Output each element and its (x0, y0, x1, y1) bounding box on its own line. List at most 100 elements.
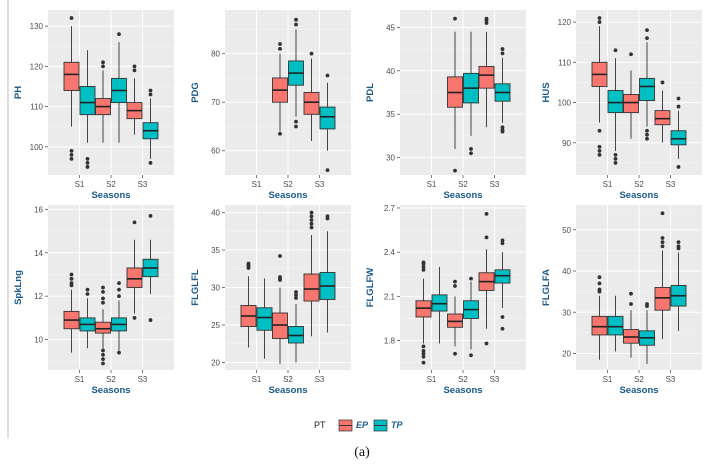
box-s2-tp (111, 281, 127, 355)
box-s3-tp (670, 240, 687, 331)
x-tick-label: S3 (490, 180, 500, 189)
box-s3-tp (319, 214, 336, 333)
outlier-point (278, 278, 282, 282)
y-tick-label: 35 (386, 110, 395, 119)
box-iqr (303, 273, 320, 302)
box-iqr (256, 307, 273, 331)
outlier-point (85, 165, 90, 169)
x-tick-label: S2 (458, 180, 468, 189)
y-tick-label: 20 (562, 350, 571, 359)
x-tick-label: S1 (75, 180, 85, 189)
box-s1-ep (591, 16, 608, 157)
box-s3-tp (142, 213, 159, 322)
box-iqr (654, 287, 671, 311)
x-tick-label: S3 (666, 180, 676, 189)
y-tick-label: 50 (562, 226, 571, 235)
box-s2-ep (447, 16, 463, 173)
panel-spklng: 10 12 14 16 S1 S2 S3 Seasons SpkLng (13, 205, 174, 396)
legend: PT EP TP (314, 419, 403, 432)
y-tick-label: 14 (34, 249, 43, 258)
panel-flglfa: 20 30 40 50 S1 S2 S3 Seasons FLGLFA (541, 205, 702, 396)
box-s1-ep (415, 260, 432, 365)
legend-label-tp: TP (391, 420, 403, 430)
y-tick-label: 120 (558, 18, 572, 27)
x-tick-label: S3 (315, 375, 325, 384)
y-tick-label: 2.7 (384, 204, 396, 213)
outlier-point (117, 350, 121, 355)
box-iqr (303, 92, 320, 115)
outlier-point (101, 357, 105, 362)
box-s1-tp (256, 278, 273, 359)
outlier-point (309, 221, 314, 226)
box-iqr (639, 77, 655, 101)
outlier-point (132, 220, 137, 225)
box-s2-tp (639, 302, 655, 364)
outlier-point (629, 52, 633, 57)
outlier-point (148, 161, 153, 165)
outlier-point (484, 211, 489, 216)
box-iqr (591, 315, 608, 336)
box-iqr (95, 321, 111, 334)
outlier-point (597, 128, 602, 133)
y-tick-label: 60 (211, 147, 220, 156)
panels-layer: 100 110 120 130 S1 S2 S3 Seasons PH 60 70 80 S1 S2 S3 S… (13, 10, 702, 396)
outlier-point (613, 48, 618, 53)
outlier-point (294, 296, 298, 300)
outlier-point (246, 266, 251, 270)
x-axis-title: Seasons (443, 385, 482, 396)
box-iqr (126, 267, 143, 288)
outlier-point (597, 16, 602, 20)
x-tick-label: S3 (315, 180, 325, 189)
box-s3-ep (303, 51, 320, 142)
y-axis-title: PDG (190, 82, 201, 103)
outlier-point (101, 296, 105, 301)
y-tick-label: 40 (211, 209, 220, 218)
box-iqr (79, 86, 96, 116)
outlier-point (85, 157, 90, 161)
panel-flglfl: 20 25 30 35 40 S1 S2 S3 Seasons FLGLFL (190, 205, 351, 396)
box-iqr (607, 90, 624, 114)
x-axis-title: Seasons (268, 190, 307, 201)
outlier-point (629, 291, 633, 296)
y-tick-label: 110 (30, 103, 43, 112)
outlier-point (69, 16, 74, 20)
x-tick-label: S2 (634, 375, 644, 384)
box-s3-ep (478, 211, 495, 346)
box-s2-tp (463, 276, 479, 358)
x-axis-title: Seasons (443, 190, 482, 201)
outlier-point (325, 73, 330, 78)
y-tick-label: 70 (211, 98, 220, 107)
outlier-point (117, 287, 121, 292)
outlier-point (325, 216, 330, 221)
box-s1-tp (79, 50, 96, 169)
outlier-point (597, 275, 602, 280)
outlier-point (676, 104, 681, 109)
box-iqr (63, 61, 80, 91)
outlier-point (294, 290, 298, 294)
box-s3-ep (303, 210, 320, 337)
box-s1-tp (607, 48, 624, 165)
box-s1-tp (431, 266, 448, 344)
y-tick-label: 12 (34, 292, 43, 301)
x-axis-title: Seasons (91, 385, 130, 396)
figure-caption: (a) (354, 445, 370, 460)
box-s2-tp (463, 31, 479, 156)
x-axis-title: Seasons (619, 385, 658, 396)
y-tick-label: 90 (562, 139, 571, 148)
outlier-point (69, 157, 74, 161)
outlier-point (613, 152, 618, 157)
outlier-point (660, 240, 665, 245)
x-tick-label: S1 (75, 375, 85, 384)
box-s2-ep (623, 52, 639, 139)
box-s2-ep (95, 60, 111, 143)
outlier-point (309, 51, 314, 56)
outlier-point (278, 131, 282, 136)
outlier-point (453, 351, 457, 356)
y-tick-label: 100 (558, 99, 572, 108)
outlier-point (101, 64, 105, 69)
outlier-point (69, 272, 74, 277)
x-tick-label: S2 (283, 180, 293, 189)
y-tick-label: 16 (34, 205, 43, 214)
outlier-point (645, 132, 649, 137)
